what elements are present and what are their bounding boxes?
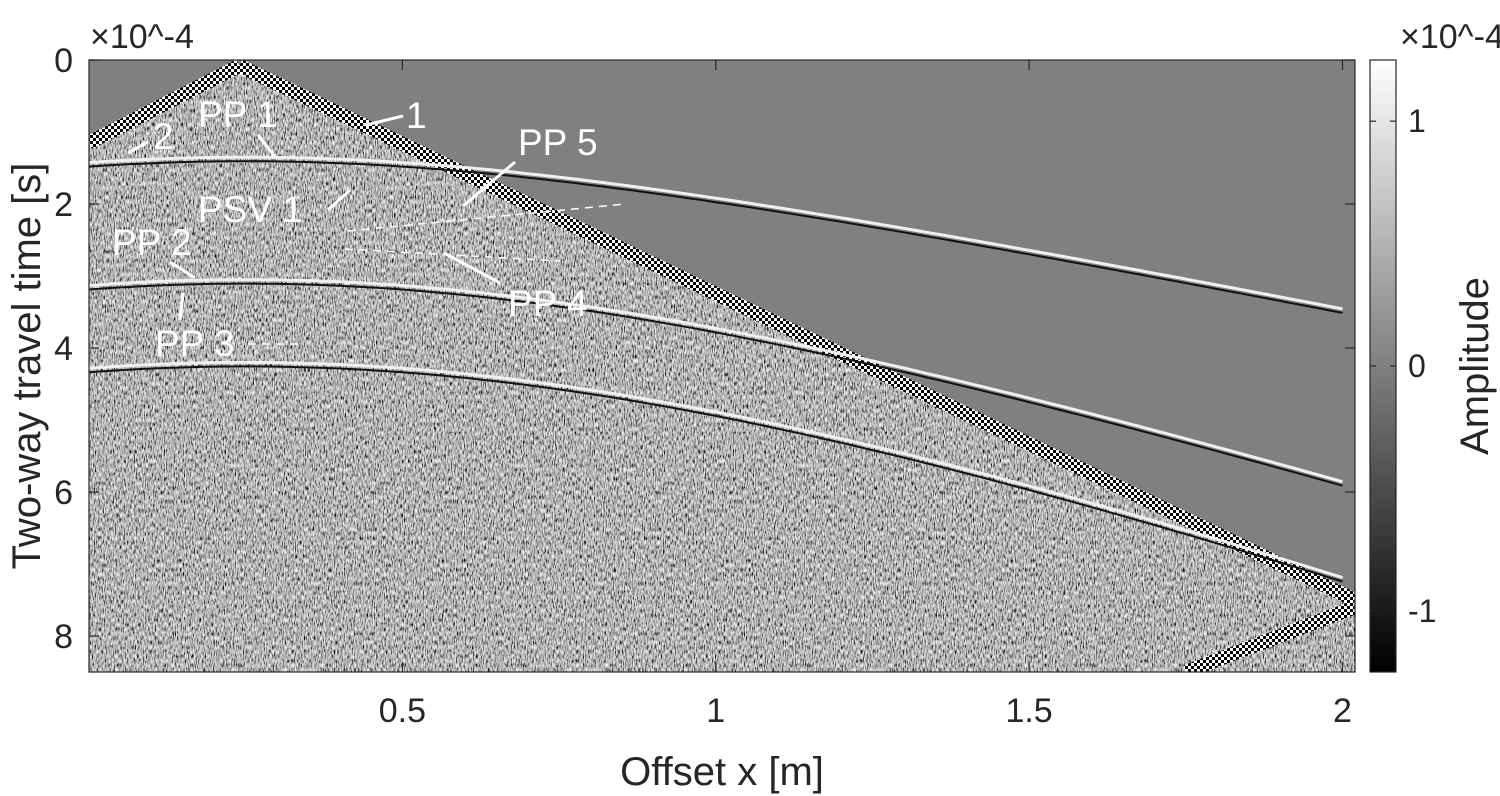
annotation-pp2: PP 2 xyxy=(112,222,192,263)
x-tick-label: 0.5 xyxy=(379,692,426,730)
x-axis-title: Offset x [m] xyxy=(620,750,824,794)
event-pp2-trough xyxy=(89,282,1343,487)
colorbar-tick-label: 1 xyxy=(1408,103,1426,139)
plot-area xyxy=(89,60,1355,672)
x-axis: 0.5 1 1.5 2 xyxy=(379,60,1352,730)
y-axis: 0 2 4 6 8 xyxy=(54,42,1355,656)
y-axis-exponent: ×10^-4 xyxy=(90,18,194,56)
annotation-1: 1 xyxy=(406,95,427,136)
colorbar-exponent: ×10^-4 xyxy=(1400,18,1500,56)
colorbar-tick-label: 0 xyxy=(1408,348,1426,384)
x-tick-label: 2 xyxy=(1333,692,1352,730)
plot-frame xyxy=(88,59,1356,673)
annotation-2: 2 xyxy=(153,116,174,157)
annotation-psv1: PSV 1 xyxy=(198,189,303,230)
y-tick-label: 8 xyxy=(54,618,73,656)
y-tick-label: 6 xyxy=(54,474,73,512)
x-tick-label: 1.5 xyxy=(1005,692,1052,730)
guide-dashed-pp4 xyxy=(344,248,561,262)
annotation-psv1-leader xyxy=(326,188,352,212)
seismic-events xyxy=(89,60,1355,672)
annotation-pp5-leader xyxy=(462,160,516,208)
colorbar-tick-label: -1 xyxy=(1408,593,1436,629)
annotation-1-leader xyxy=(365,114,404,127)
guide-dashed-pp5 xyxy=(347,203,626,232)
x-tick-label: 1 xyxy=(706,692,725,730)
event-pp3-trough xyxy=(89,365,1343,583)
annotation-pp1-leader xyxy=(256,134,277,158)
event-pp2 xyxy=(89,278,1343,484)
y-tick-label: 2 xyxy=(54,186,73,224)
annotation-pp1: PP 1 xyxy=(198,94,278,135)
colorbar: -1 0 1 ×10^-4 Amplitude xyxy=(1369,18,1500,673)
event-pp3 xyxy=(89,360,1343,579)
annotation-pp2-leader xyxy=(169,260,196,280)
annotations: 1 2 PP 1 PP 5 PSV 1 PP 2 PP 4 PP 3 xyxy=(112,94,626,364)
y-tick-label: 4 xyxy=(54,330,73,368)
colorbar-ticks: -1 0 1 xyxy=(1370,103,1436,629)
event-direct-wave xyxy=(236,60,1355,607)
event-pp1-trough xyxy=(89,160,1343,314)
annotation-pp3-leader xyxy=(178,292,185,321)
annotation-2-leader xyxy=(127,140,149,155)
event-direct-wave-left xyxy=(89,60,243,150)
y-tick-label: 0 xyxy=(54,42,73,80)
annotation-pp4-leader xyxy=(443,251,501,285)
annotation-pp4: PP 4 xyxy=(508,283,588,324)
annotation-pp5: PP 5 xyxy=(518,122,598,163)
event-pp1 xyxy=(89,155,1343,311)
y-axis-title: Two-way travel time [s] xyxy=(5,163,49,570)
event-rebound xyxy=(1183,600,1355,672)
annotation-pp3: PP 3 xyxy=(155,323,235,364)
colorbar-title: Amplitude xyxy=(1453,277,1497,455)
